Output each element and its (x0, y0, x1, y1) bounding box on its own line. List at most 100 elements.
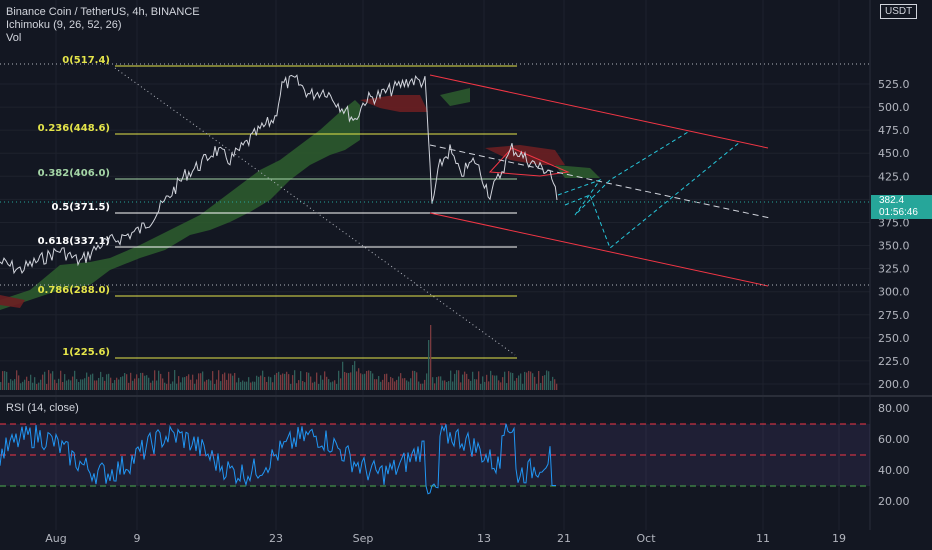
volume-bar (354, 361, 356, 390)
channel-upper-line (429, 74, 769, 149)
fib-level-label: 1(225.6) (62, 347, 110, 358)
volume-bar (466, 373, 468, 390)
volume-bar (274, 374, 276, 390)
volume-bar (412, 370, 414, 390)
rsi-axis[interactable]: 80.00 60.00 40.00 20.00 (878, 402, 910, 508)
volume-bar (322, 379, 324, 390)
volume-bar (482, 376, 484, 390)
volume-bar (196, 379, 198, 390)
volume-bar (226, 379, 228, 390)
volume-bar (54, 379, 56, 390)
fib-level-label: 0.382(406.0) (38, 168, 110, 179)
volume-bar (516, 378, 518, 390)
volume-bar (292, 375, 294, 390)
volume-bar (70, 380, 72, 390)
time-tick-label: 11 (756, 532, 770, 545)
projection-paths[interactable] (557, 131, 741, 249)
volume-bar (522, 383, 524, 390)
time-tick-label: 21 (557, 532, 571, 545)
volume-bar (44, 371, 46, 390)
volume-bar (262, 370, 264, 390)
volume-bar (208, 379, 210, 390)
volume-bar (258, 376, 260, 390)
volume-bar (40, 379, 42, 390)
time-tick-label: Oct (636, 532, 656, 545)
volume-bar (542, 375, 544, 390)
volume-bar (92, 373, 94, 390)
volume-bar (456, 370, 458, 390)
volume-bar (484, 381, 486, 390)
volume-bar (352, 365, 354, 390)
price-tick-label: 350.0 (878, 240, 910, 253)
volume-bar (86, 372, 88, 390)
diagonal-dotted-trendline[interactable] (114, 67, 516, 356)
volume-bar (340, 378, 342, 390)
volume-bar (406, 380, 408, 390)
volume-bar (272, 382, 274, 390)
volume-bar (398, 376, 400, 390)
volume-bar (434, 383, 436, 390)
volume-bar (460, 382, 462, 390)
volume-bar (426, 373, 428, 390)
projection-path-1 (557, 131, 689, 216)
volume-bar (144, 375, 146, 390)
volume-bar (36, 383, 38, 390)
time-tick-label: Aug (45, 532, 66, 545)
volume-bar (554, 379, 556, 390)
volume-bar (138, 378, 140, 390)
volume-bar (190, 379, 192, 390)
volume-bar (214, 383, 216, 390)
volume-bar (266, 381, 268, 390)
white-dashed-trendline[interactable] (429, 144, 771, 219)
price-axis[interactable]: 525.0500.0475.0450.0425.0400.0375.0350.0… (878, 78, 910, 391)
volume-bar (534, 376, 536, 390)
volume-label[interactable]: Vol (6, 32, 22, 44)
volume-bar (162, 378, 164, 390)
volume-bar (436, 377, 438, 390)
volume-bar (506, 383, 508, 390)
volume-bar (304, 382, 306, 390)
time-axis[interactable]: Aug 9 23 Sep 13 21 Oct 11 19 (45, 532, 846, 545)
rsi-label[interactable]: RSI (14, close) (6, 402, 79, 414)
volume-bar (386, 373, 388, 390)
ichimoku-label[interactable]: Ichimoku (9, 26, 52, 26) (6, 19, 122, 31)
volume-bar (330, 382, 332, 390)
volume-bar (384, 374, 386, 390)
volume-bar (142, 372, 144, 390)
volume-bar (8, 382, 10, 390)
volume-bar (504, 371, 506, 390)
currency-button[interactable]: USDT (880, 4, 918, 19)
symbol-title[interactable]: Binance Coin / TetherUS, 4h, BINANCE (6, 6, 200, 18)
price-tick-label: 275.0 (878, 309, 910, 322)
time-tick-label: 13 (477, 532, 491, 545)
volume-bar (34, 377, 36, 390)
volume-bar (444, 380, 446, 390)
volume-bar (174, 370, 176, 390)
volume-bar (184, 377, 186, 390)
price-tick-label: 425.0 (878, 170, 910, 183)
volume-bar (124, 372, 126, 390)
current-price-value: 382.4 (879, 195, 905, 206)
volume-bar (514, 380, 516, 390)
volume-bar (0, 382, 2, 390)
volume-bar (476, 379, 478, 390)
volume-bar (510, 372, 512, 390)
volume-bar (202, 371, 204, 390)
volume-bar (122, 376, 124, 390)
price-tick-label: 250.0 (878, 332, 910, 345)
volume-bar (396, 379, 398, 390)
volume-bar (288, 374, 290, 390)
volume-bar (56, 383, 58, 390)
volume-bar (220, 381, 222, 390)
volume-bar (114, 380, 116, 390)
volume-bar (248, 377, 250, 390)
volume-bar (486, 374, 488, 390)
volume-bar (28, 380, 30, 390)
volume-bar (76, 379, 78, 390)
fibonacci-retracement[interactable]: 0(517.4) 0.236(448.6) 0.382(406.0) 0.5(371.… (38, 55, 517, 359)
rsi-series (0, 423, 556, 495)
rsi-legend: RSI (14, close) (6, 402, 79, 415)
descending-channel[interactable] (429, 74, 769, 287)
volume-bar (394, 381, 396, 390)
